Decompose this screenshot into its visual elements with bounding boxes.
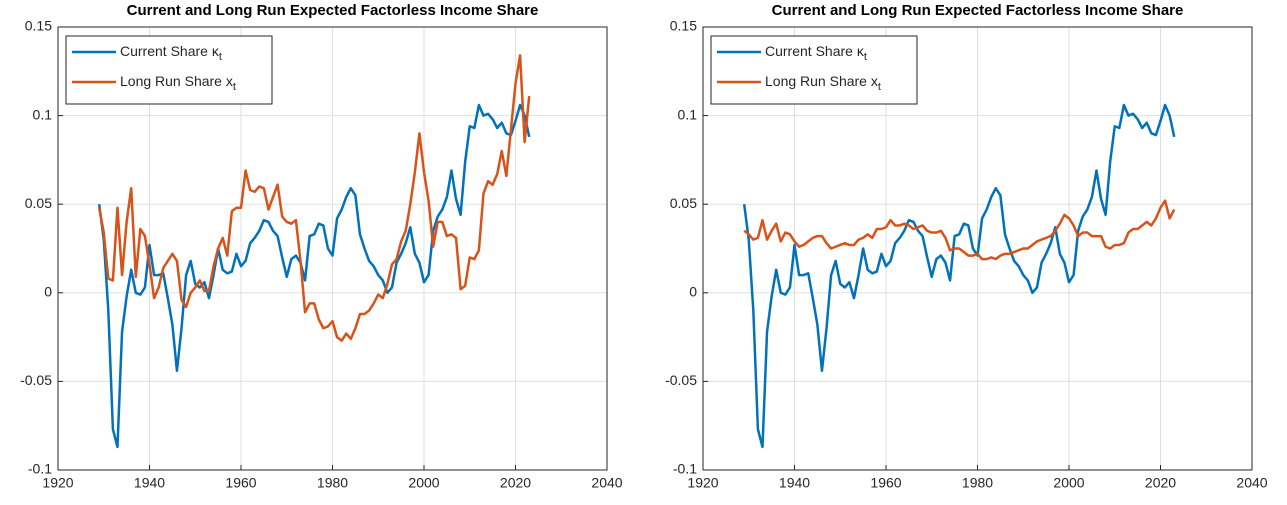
- x-tick-label: 2020: [1145, 475, 1176, 491]
- x-tick-label: 1920: [687, 475, 718, 491]
- x-tick-label: 2000: [1053, 475, 1084, 491]
- legend-label: Current Share κt: [120, 43, 222, 63]
- x-tick-label: 2000: [408, 475, 439, 491]
- x-tick-label: 2040: [1236, 475, 1267, 491]
- y-tick-label: 0.05: [670, 195, 697, 211]
- legend-label: Long Run Share xt: [120, 73, 236, 93]
- y-tick-label: 0: [44, 284, 52, 300]
- y-tick-label: 0.15: [25, 18, 52, 34]
- y-tick-label: 0.1: [678, 106, 698, 122]
- plot-frame: [702, 26, 1253, 471]
- x-tick-label: 1960: [870, 475, 901, 491]
- y-tick-label: -0.1: [673, 461, 697, 477]
- x-tick-label: 1940: [779, 475, 810, 491]
- series-line: [97, 103, 531, 449]
- x-tick-label: 1980: [317, 475, 348, 491]
- y-tick-label: 0.1: [33, 106, 53, 122]
- series-line: [97, 54, 531, 342]
- y-tick-label: -0.1: [28, 461, 52, 477]
- x-tick-label: 1920: [42, 475, 73, 491]
- series-line: [743, 199, 1176, 261]
- y-tick-label: 0.05: [25, 195, 52, 211]
- chart-title: Current and Long Run Expected Factorless…: [772, 2, 1184, 19]
- y-tick-label: -0.05: [20, 372, 52, 388]
- y-tick-label: 0: [689, 284, 697, 300]
- x-tick-label: 2020: [500, 475, 531, 491]
- legend-label: Long Run Share xt: [765, 73, 881, 93]
- legend-label: Current Share κt: [765, 43, 867, 63]
- x-tick-label: 1960: [225, 475, 256, 491]
- y-tick-label: -0.05: [665, 372, 697, 388]
- legend-box: [710, 35, 918, 105]
- x-tick-label: 1980: [962, 475, 993, 491]
- chart-title: Current and Long Run Expected Factorless…: [127, 2, 539, 19]
- legend-box: [65, 35, 273, 105]
- plot-frame: [57, 26, 608, 471]
- series-line: [742, 103, 1176, 449]
- x-tick-label: 1940: [134, 475, 165, 491]
- x-tick-label: 2040: [591, 475, 622, 491]
- y-tick-label: 0.15: [670, 18, 697, 34]
